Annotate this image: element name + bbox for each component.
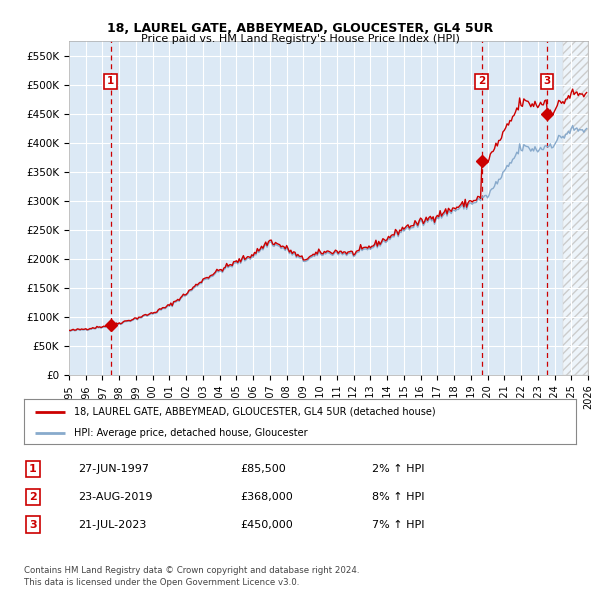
Text: 7% ↑ HPI: 7% ↑ HPI <box>372 520 425 529</box>
Text: 27-JUN-1997: 27-JUN-1997 <box>78 464 149 474</box>
Text: Price paid vs. HM Land Registry's House Price Index (HPI): Price paid vs. HM Land Registry's House … <box>140 34 460 44</box>
Text: 3: 3 <box>29 520 37 529</box>
Text: 2: 2 <box>29 492 37 502</box>
Text: 1: 1 <box>29 464 37 474</box>
Text: 8% ↑ HPI: 8% ↑ HPI <box>372 492 425 502</box>
Text: HPI: Average price, detached house, Gloucester: HPI: Average price, detached house, Glou… <box>74 428 307 438</box>
Text: 2% ↑ HPI: 2% ↑ HPI <box>372 464 425 474</box>
Text: 21-JUL-2023: 21-JUL-2023 <box>78 520 146 529</box>
Text: 18, LAUREL GATE, ABBEYMEAD, GLOUCESTER, GL4 5UR: 18, LAUREL GATE, ABBEYMEAD, GLOUCESTER, … <box>107 22 493 35</box>
Text: 2: 2 <box>478 76 485 86</box>
Text: £368,000: £368,000 <box>240 492 293 502</box>
Text: 3: 3 <box>543 76 551 86</box>
Text: £85,500: £85,500 <box>240 464 286 474</box>
Text: 23-AUG-2019: 23-AUG-2019 <box>78 492 152 502</box>
Text: 18, LAUREL GATE, ABBEYMEAD, GLOUCESTER, GL4 5UR (detached house): 18, LAUREL GATE, ABBEYMEAD, GLOUCESTER, … <box>74 407 436 417</box>
Text: £450,000: £450,000 <box>240 520 293 529</box>
Text: 1: 1 <box>107 76 115 86</box>
Text: Contains HM Land Registry data © Crown copyright and database right 2024.
This d: Contains HM Land Registry data © Crown c… <box>24 566 359 587</box>
